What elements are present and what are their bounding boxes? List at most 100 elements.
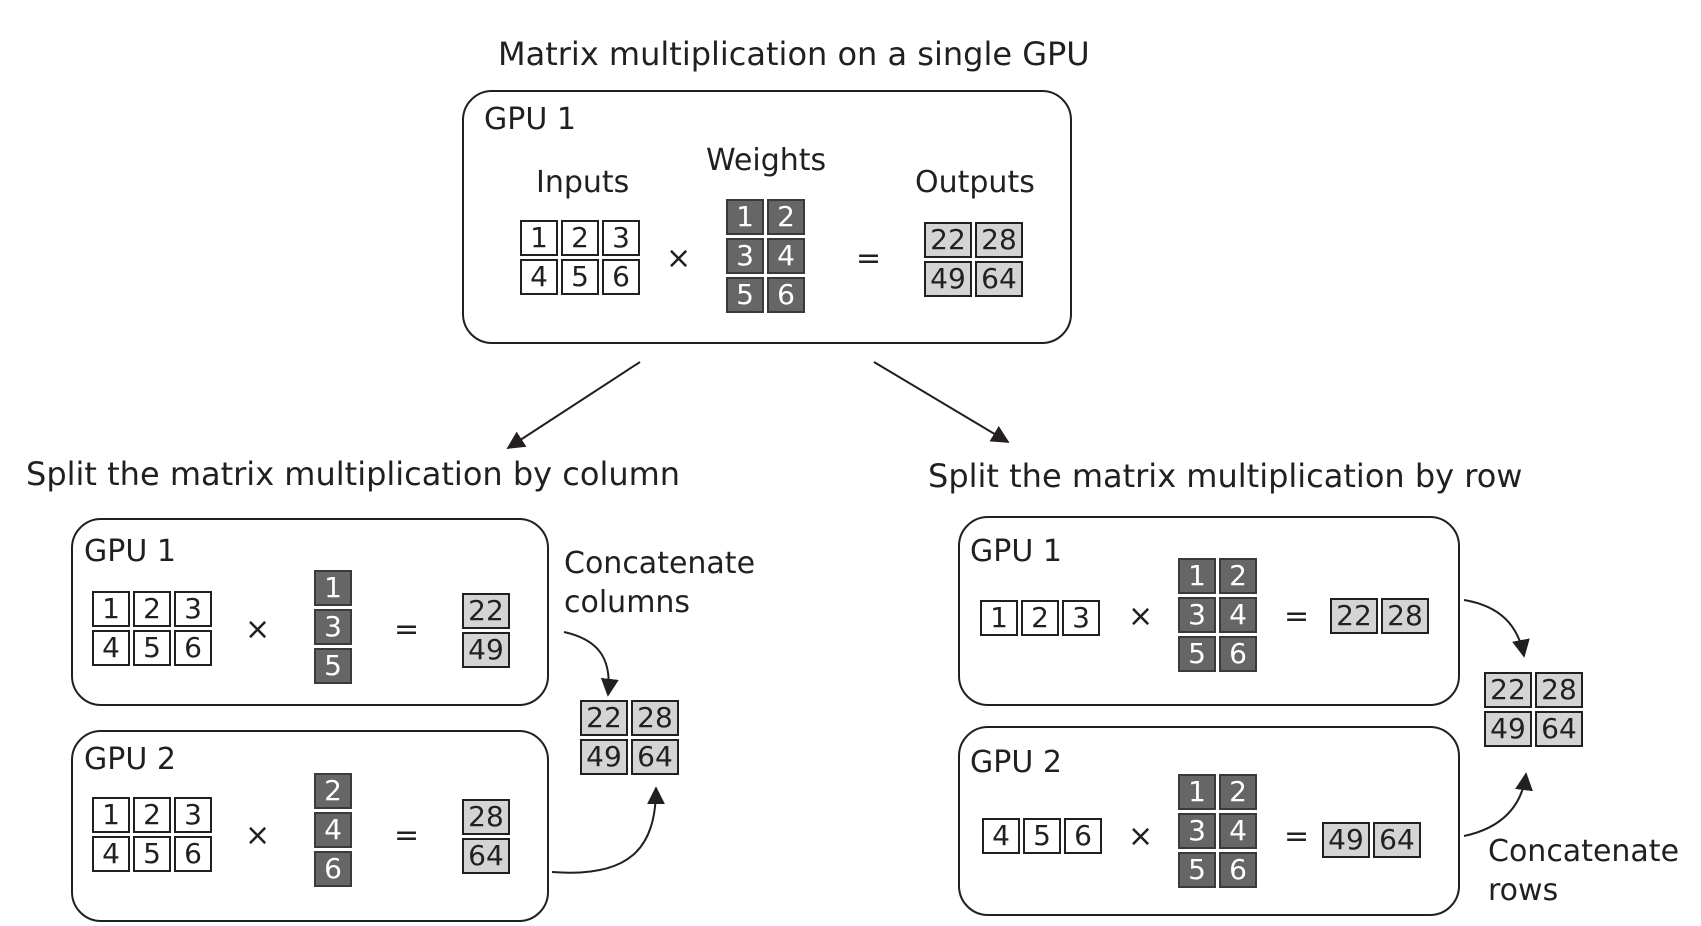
column-gpu2-weights-cell-1-0: 4 <box>314 812 352 848</box>
column-gpu2-inputs-cell-1-1: 5 <box>133 836 171 872</box>
top-weights-matrix-cell-2-0: 5 <box>726 277 764 313</box>
column-gpu1-inputs-cell-0-2: 3 <box>174 591 212 627</box>
column-gpu1-inputs-cell-1-1: 5 <box>133 630 171 666</box>
column-gpu1-inputs-cell-1-2: 6 <box>174 630 212 666</box>
row-gpu2-box <box>958 726 1460 916</box>
column-gpu1-inputs-cell-0-1: 2 <box>133 591 171 627</box>
column-gpu1-outputs-cell-0-0: 22 <box>462 593 510 629</box>
column-result-matrix-cell-1-1: 64 <box>631 739 679 775</box>
column-gpu1-inputs-cell-0-0: 1 <box>92 591 130 627</box>
row-gpu1-outputs-cell-0-1: 28 <box>1381 598 1429 634</box>
row-gpu2-weights-cell-0-0: 1 <box>1178 774 1216 810</box>
top-weights-matrix-cell-1-1: 4 <box>767 238 805 274</box>
column-gpu2-inputs-cell-1-0: 4 <box>92 836 130 872</box>
row-gpu1-weights-cell-1-1: 4 <box>1219 597 1257 633</box>
column-gpu1-weights-cell-1-0: 3 <box>314 609 352 645</box>
column-gpu2-inputs-cell-0-0: 1 <box>92 797 130 833</box>
row-result-matrix: 22 28 49 64 <box>1484 672 1583 747</box>
top-weights-matrix-cell-0-1: 2 <box>767 199 805 235</box>
top-outputs-matrix-cell-0-1: 28 <box>975 222 1023 258</box>
row-result-matrix-cell-0-1: 28 <box>1535 672 1583 708</box>
row-gpu1-inputs-cell-0-0: 1 <box>980 600 1018 636</box>
concatenate-columns-caption: Concatenate columns <box>564 544 755 622</box>
row-gpu1-weights-cell-0-1: 2 <box>1219 558 1257 594</box>
row-gpu2-weights-cell-2-1: 6 <box>1219 852 1257 888</box>
column-gpu2-times: × <box>245 818 271 853</box>
column-result-matrix-cell-1-0: 49 <box>580 739 628 775</box>
concatenate-columns-line1: Concatenate <box>564 546 756 581</box>
column-gpu1-label: GPU 1 <box>84 534 176 569</box>
column-gpu2-outputs: 28 64 <box>462 799 510 874</box>
row-gpu2-outputs: 49 64 <box>1322 822 1421 858</box>
column-gpu1-weights-cell-2-0: 5 <box>314 648 352 684</box>
top-weights-matrix-cell-1-0: 3 <box>726 238 764 274</box>
inputs-heading: Inputs <box>536 165 630 200</box>
column-result-matrix-cell-0-0: 22 <box>580 700 628 736</box>
row-gpu2-weights-cell-1-1: 4 <box>1219 813 1257 849</box>
top-weights-matrix-cell-2-1: 6 <box>767 277 805 313</box>
row-gpu2-weights-cell-0-1: 2 <box>1219 774 1257 810</box>
row-gpu1-outputs: 22 28 <box>1330 598 1429 634</box>
column-gpu2-box <box>71 730 549 922</box>
column-gpu2-inputs-cell-1-2: 6 <box>174 836 212 872</box>
arrow-row-gpu2-to-result <box>1463 772 1533 837</box>
column-gpu1-outputs-cell-1-0: 49 <box>462 632 510 668</box>
row-gpu1-equals: = <box>1284 599 1310 634</box>
column-gpu2-weights-cell-0-0: 2 <box>314 773 352 809</box>
row-gpu2-inputs-cell-0-0: 4 <box>982 818 1020 854</box>
row-gpu1-box <box>958 516 1460 706</box>
row-gpu2-outputs-cell-0-0: 49 <box>1322 822 1370 858</box>
row-result-matrix-cell-1-1: 64 <box>1535 711 1583 747</box>
top-inputs-matrix-cell-1-0: 4 <box>520 259 558 295</box>
column-gpu1-equals: = <box>394 612 420 647</box>
column-gpu1-inputs-cell-1-0: 4 <box>92 630 130 666</box>
top-inputs-matrix-cell-1-2: 6 <box>602 259 640 295</box>
column-gpu2-outputs-cell-0-0: 28 <box>462 799 510 835</box>
row-gpu1-inputs-cell-0-1: 2 <box>1021 600 1059 636</box>
top-weights-matrix-cell-0-0: 1 <box>726 199 764 235</box>
single-gpu-title: Matrix multiplication on a single GPU <box>498 35 1090 73</box>
row-gpu2-label: GPU 2 <box>970 745 1062 780</box>
arrow-column-gpu1-to-result <box>563 631 619 697</box>
column-gpu1-box <box>71 518 549 706</box>
concatenate-rows-line1: Concatenate <box>1488 834 1680 869</box>
column-result-matrix: 22 28 49 64 <box>580 700 679 775</box>
column-gpu2-equals: = <box>394 818 420 853</box>
column-gpu1-times: × <box>245 612 271 647</box>
row-gpu2-weights-cell-2-0: 5 <box>1178 852 1216 888</box>
column-result-matrix-cell-0-1: 28 <box>631 700 679 736</box>
column-gpu1-outputs: 22 49 <box>462 593 510 668</box>
top-outputs-matrix-cell-0-0: 22 <box>924 222 972 258</box>
top-inputs-matrix-cell-0-0: 1 <box>520 220 558 256</box>
top-inputs-matrix-cell-0-2: 3 <box>602 220 640 256</box>
column-split-title: Split the matrix multiplication by colum… <box>26 455 681 493</box>
row-gpu2-equals: = <box>1284 819 1310 854</box>
row-gpu2-weights-cell-1-0: 3 <box>1178 813 1216 849</box>
column-gpu2-inputs-cell-0-1: 2 <box>133 797 171 833</box>
top-inputs-matrix-cell-0-1: 2 <box>561 220 599 256</box>
single-gpu-label: GPU 1 <box>484 102 576 137</box>
row-gpu1-weights-cell-1-0: 3 <box>1178 597 1216 633</box>
single-gpu-box <box>462 90 1072 344</box>
row-result-matrix-cell-0-0: 22 <box>1484 672 1532 708</box>
row-gpu1-outputs-cell-0-0: 22 <box>1330 598 1378 634</box>
column-gpu1-weights-cell-0-0: 1 <box>314 570 352 606</box>
equals-symbol: = <box>856 241 882 276</box>
row-gpu1-label: GPU 1 <box>970 534 1062 569</box>
row-gpu2-outputs-cell-0-1: 64 <box>1373 822 1421 858</box>
column-gpu2-outputs-cell-1-0: 64 <box>462 838 510 874</box>
column-gpu2-weights-cell-2-0: 6 <box>314 851 352 887</box>
row-gpu1-times: × <box>1128 599 1154 634</box>
top-inputs-matrix-cell-1-1: 5 <box>561 259 599 295</box>
column-gpu2-label: GPU 2 <box>84 742 176 777</box>
